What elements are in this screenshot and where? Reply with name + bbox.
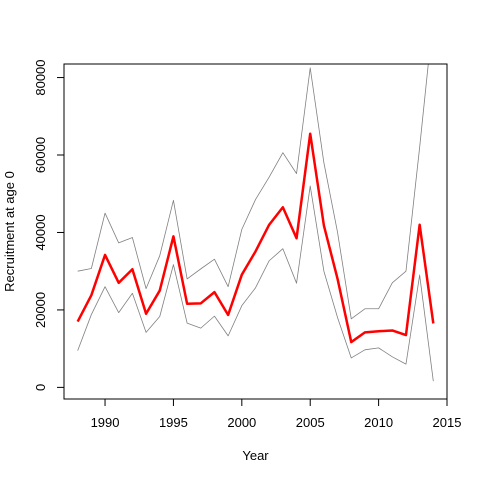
x-axis: 1990 1995 2000 2005 2010 2015 [91,398,462,430]
series-estimate-line [76,132,435,344]
y-axis-title: Recruitment at age 0 [2,171,17,292]
y-tick-label: 20000 [33,292,48,328]
plot-frame [63,63,448,400]
x-tick-label: 1995 [159,415,188,430]
series-lower-bound-line [77,185,434,382]
x-tick-label: 2010 [364,415,393,430]
x-tick-label: 2005 [296,415,325,430]
y-axis: 0 20000 40000 60000 80000 [33,59,65,391]
y-tick-label: 60000 [33,137,48,173]
series-layer [76,64,435,382]
x-axis-title: Year [242,448,269,463]
y-tick-label: 0 [33,384,48,391]
series-upper-bound-line [77,64,429,320]
x-tick-label: 2000 [227,415,256,430]
y-tick-label: 80000 [33,59,48,95]
y-tick-label: 40000 [33,214,48,250]
x-tick-label: 2015 [433,415,462,430]
x-tick-label: 1990 [91,415,120,430]
